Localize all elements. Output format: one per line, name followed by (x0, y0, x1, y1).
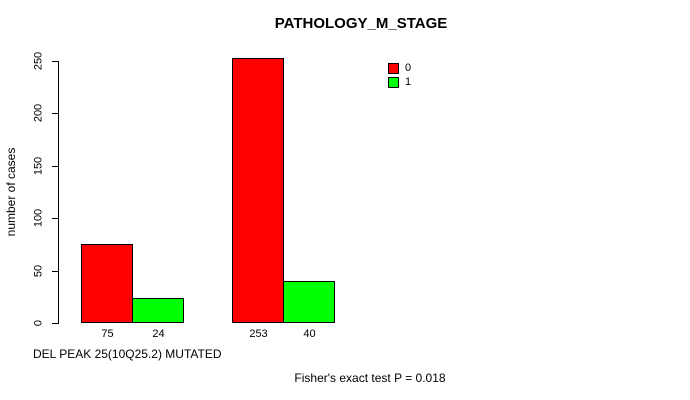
annotation-fisher-test: Fisher's exact test P = 0.018 (294, 371, 446, 385)
y-tick-label: 150 (32, 156, 45, 176)
bar-series1-group1 (132, 298, 184, 323)
y-tick-label: 250 (32, 51, 45, 71)
y-tick-label: 100 (32, 208, 45, 228)
bar-value-label: 24 (152, 328, 165, 340)
legend-item-1: 1 (388, 77, 411, 88)
legend-label-0: 0 (405, 62, 412, 74)
y-tick-label: 50 (32, 264, 45, 278)
chart-title: PATHOLOGY_M_STAGE (274, 15, 448, 32)
y-axis-tick (52, 61, 58, 62)
bar-series0-group2 (232, 58, 284, 323)
y-axis-tick (52, 113, 58, 114)
bar-value-label: 40 (303, 328, 316, 340)
y-axis-label: number of cases (4, 147, 18, 237)
y-axis-line (58, 61, 59, 324)
legend-swatch-red (388, 63, 399, 74)
legend: 0 1 (388, 63, 411, 88)
y-axis-tick (52, 166, 58, 167)
y-tick-label: 200 (32, 103, 45, 123)
y-axis-tick (52, 323, 58, 324)
bar-series1-group2 (283, 281, 335, 323)
bar-value-label: 253 (249, 328, 268, 340)
x-axis-label: DEL PEAK 25(10Q25.2) MUTATED (33, 347, 222, 361)
bar-series0-group1 (81, 244, 133, 323)
y-axis-tick (52, 218, 58, 219)
legend-item-0: 0 (388, 63, 411, 74)
y-axis-tick (52, 271, 58, 272)
y-tick-label: 0 (32, 319, 45, 327)
bar-value-label: 75 (101, 328, 114, 340)
legend-swatch-green (388, 77, 399, 88)
legend-label-1: 1 (405, 76, 412, 88)
